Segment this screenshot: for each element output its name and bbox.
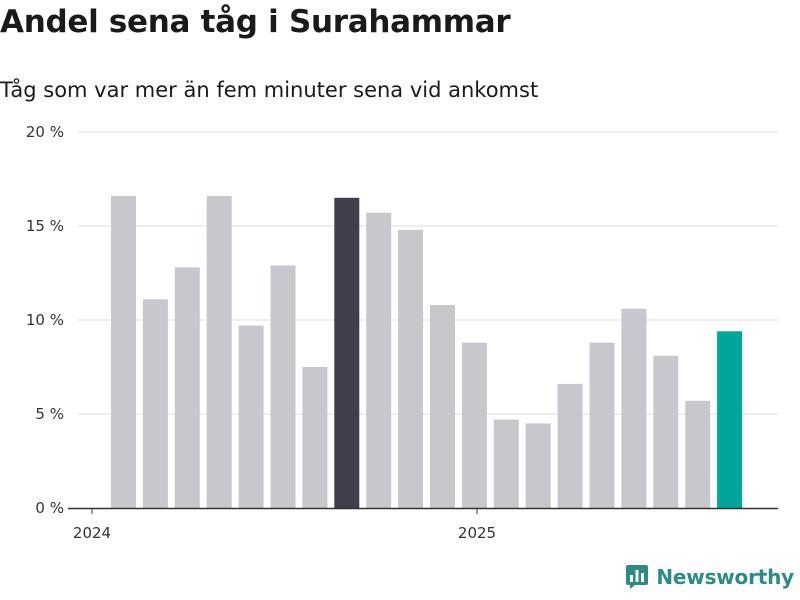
y-tick-label: 20 % <box>26 123 64 141</box>
bar-2025-01 <box>493 419 519 508</box>
y-tick-label: 0 % <box>35 499 64 517</box>
bar-2024-03 <box>174 267 200 508</box>
brand-logo: Newsworthy <box>625 564 794 590</box>
x-tick-label: 2025 <box>458 524 496 542</box>
y-tick-label: 5 % <box>35 405 64 423</box>
bar-2024-01 <box>111 195 136 508</box>
bar-2024-12 <box>461 342 487 508</box>
chart-title: Andel sena tåg i Surahammar <box>0 4 511 40</box>
newsworthy-logo-icon <box>626 565 649 589</box>
bars <box>111 195 743 509</box>
bar-2024-10 <box>398 229 424 509</box>
bar-2024-05 <box>238 325 264 508</box>
bar-2024-11 <box>430 305 455 508</box>
bar-2024-08 <box>334 197 360 509</box>
bar-2025-06 <box>653 355 679 508</box>
bar-2024-04 <box>206 195 232 508</box>
chart-subtitle: Tåg som var mer än fem minuter sena vid … <box>0 78 539 102</box>
bar-2024-06 <box>270 265 296 508</box>
bar-2024-09 <box>366 212 392 509</box>
brand-name: Newsworthy <box>656 565 794 589</box>
bar-2025-04 <box>589 342 615 508</box>
bar-2025-02 <box>525 423 551 508</box>
x-tick-label: 2024 <box>73 524 111 542</box>
x-axis: 2024 2025 <box>68 507 778 542</box>
bar-2025-05 <box>621 308 647 508</box>
y-tick-label: 15 % <box>26 217 64 235</box>
bar-2025-03 <box>557 383 583 508</box>
y-axis-labels: 0 % 5 % 10 % 15 % 20 % <box>26 123 64 517</box>
bar-2024-02 <box>142 299 168 508</box>
bar-2025-07 <box>685 400 711 508</box>
y-tick-label: 10 % <box>26 311 64 329</box>
bar-2024-07 <box>302 367 328 508</box>
bar-2025-08 <box>717 331 743 508</box>
